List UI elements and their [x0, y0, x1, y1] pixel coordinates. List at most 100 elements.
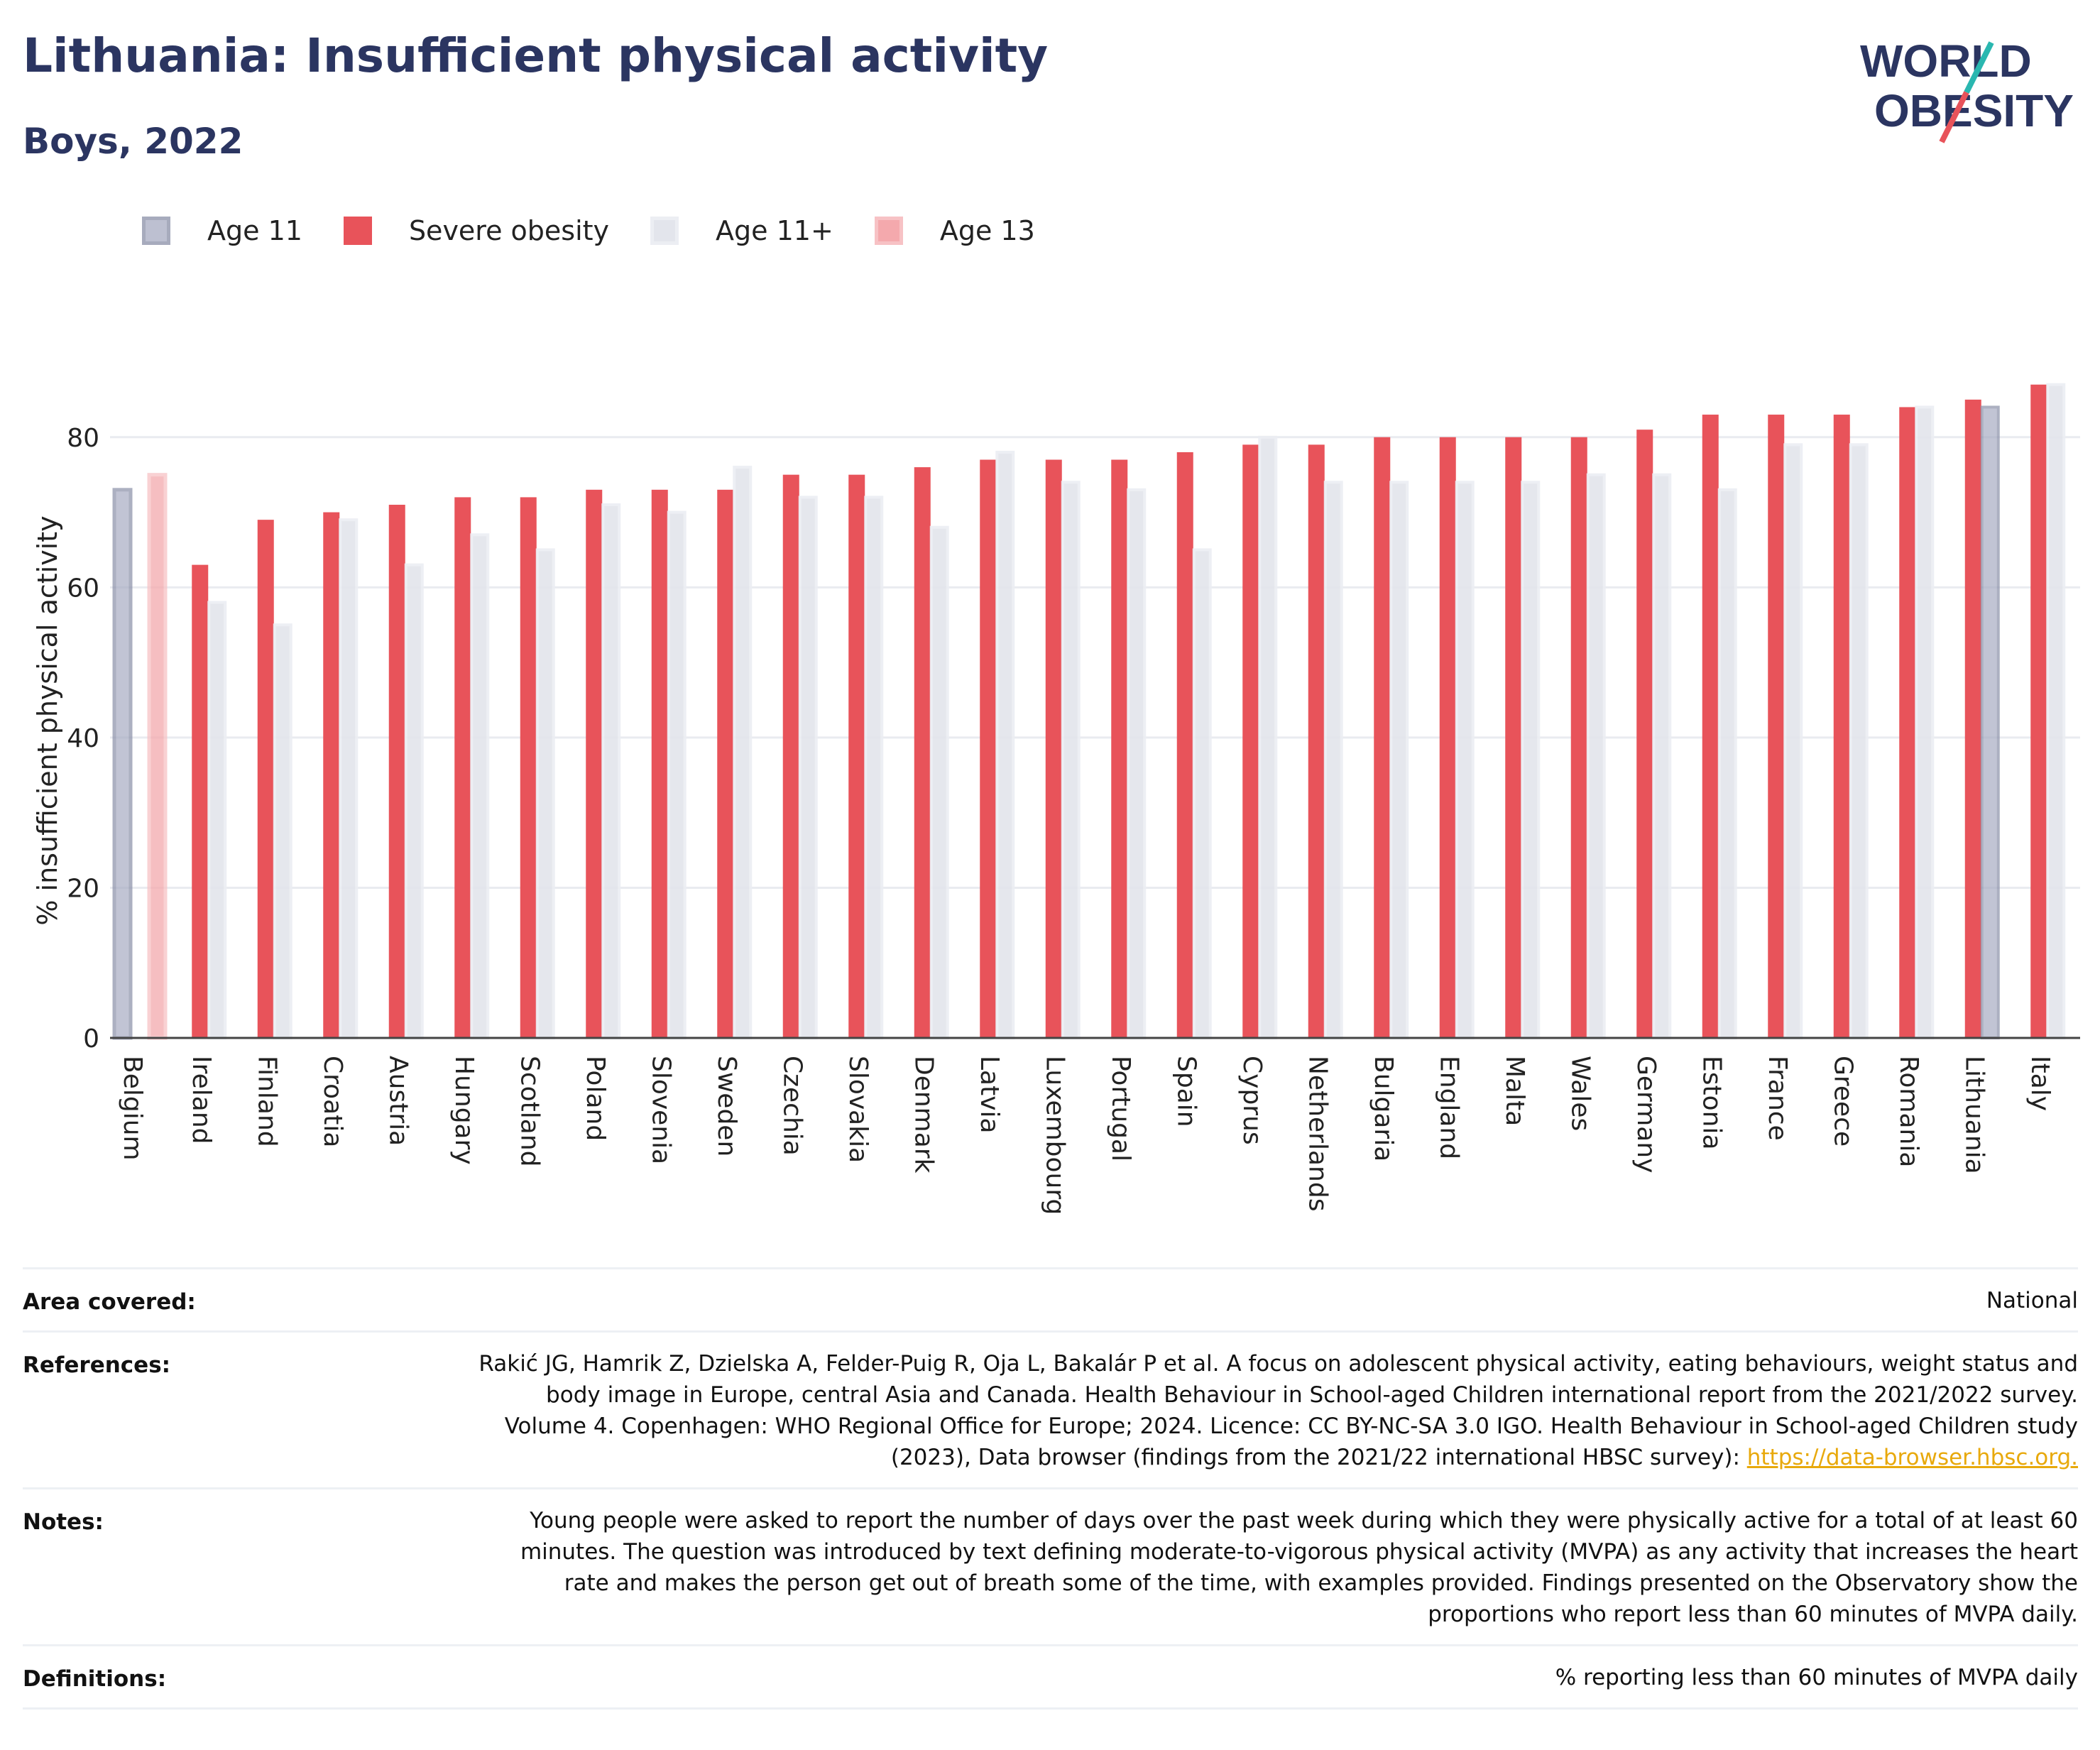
x-tick-label: Slovakia [843, 1056, 873, 1163]
bar-age11plus [404, 563, 424, 1040]
x-tick-label: Ireland [187, 1056, 216, 1144]
y-tick-label: 20 [67, 874, 99, 903]
logo-slash-red [1939, 91, 1969, 143]
y-tick-label: 60 [67, 574, 99, 603]
x-tick-label: France [1763, 1056, 1792, 1141]
x-tick-label: Lithuania [1959, 1056, 1989, 1174]
info-value-references: Rakić JG, Hamrik Z, Dzielska A, Felder-P… [477, 1333, 2078, 1487]
chart-subtitle: Boys, 2022 [23, 121, 244, 162]
y-axis-label: % insufficient physical activity [32, 515, 63, 925]
bar-severe [1242, 444, 1259, 1038]
bar-severe [1636, 430, 1653, 1038]
bar-age11plus [273, 623, 292, 1039]
x-tick-label: Czechia [777, 1056, 806, 1156]
bar-severe [1439, 437, 1456, 1038]
bar-severe [1308, 444, 1325, 1038]
bar-age11plus [667, 510, 687, 1039]
legend-item-age-13[interactable]: Age 13 [874, 215, 1035, 246]
legend-item-severe-obesity[interactable]: Severe obesity [343, 215, 609, 246]
x-tick-label: Germany [1631, 1056, 1661, 1173]
legend-item-age-11-plus[interactable]: Age 11+ [650, 215, 833, 246]
chart-title: Lithuania: Insufficient physical activit… [23, 28, 1049, 83]
x-tick-label: Sweden [712, 1056, 741, 1156]
bars-layer [112, 383, 2066, 1040]
bar-age11plus [929, 525, 949, 1039]
bar-age11plus [1915, 405, 1935, 1039]
info-value-definitions: % reporting less than 60 minutes of MVPA… [1555, 1665, 2078, 1690]
x-tick-label: Greece [1828, 1056, 1857, 1147]
legend-item-age-11[interactable]: Age 11 [142, 215, 302, 246]
bar-age11plus [995, 450, 1015, 1039]
world-obesity-logo: WORLD OBESITY [1860, 35, 2074, 143]
bar-severe [323, 512, 340, 1038]
bar-severe [914, 467, 931, 1038]
info-table: Area covered: National References: Rakić… [23, 1267, 2078, 1710]
bar-age11plus [470, 533, 490, 1039]
info-key-definitions: Definitions: [23, 1666, 167, 1692]
bar-age11plus [1652, 473, 1672, 1039]
bar-age11plus [1586, 473, 1606, 1039]
info-key-references: References: [23, 1352, 171, 1378]
bar-severe [454, 497, 471, 1038]
x-tick-label: England [1434, 1056, 1463, 1159]
legend-label-age-11-plus: Age 11+ [716, 215, 833, 246]
info-row-area-covered: Area covered: National [23, 1267, 2078, 1330]
bar-severe [1570, 437, 1587, 1038]
bar-age11plus [1717, 488, 1737, 1040]
axis-layer: 0 20 40 60 80 Belgium Ireland Finland Croatia Aus… [67, 424, 2080, 1215]
legend-swatch-age-11-plus [650, 217, 679, 245]
bar-severe [1505, 437, 1522, 1038]
bar-age13 [147, 473, 168, 1040]
bar-severe [1111, 459, 1128, 1038]
bar-age11plus [601, 503, 621, 1039]
legend-swatch-age-13 [874, 217, 903, 245]
x-tick-label: Scotland [515, 1056, 544, 1167]
bar-age11plus [1783, 443, 1803, 1040]
x-tick-label: Malta [1500, 1056, 1529, 1126]
bar-age11plus [1127, 488, 1147, 1040]
bar-severe [388, 504, 405, 1038]
x-tick-label: Netherlands [1303, 1056, 1332, 1211]
legend-label-age-13: Age 13 [939, 215, 1035, 246]
info-row-definitions: Definitions: % reporting less than 60 mi… [23, 1644, 2078, 1710]
legend-swatch-severe-obesity [343, 217, 372, 245]
bar-severe [1045, 459, 1062, 1038]
bar-severe [1899, 407, 1916, 1038]
bar-severe [1374, 437, 1391, 1038]
info-value-area-covered: National [1986, 1288, 2078, 1313]
bar-age11plus [1258, 435, 1278, 1039]
bar-severe [782, 474, 799, 1038]
bar-age11plus [1192, 548, 1212, 1039]
bar-age11plus [535, 548, 555, 1039]
grid-layer [110, 436, 2080, 889]
bar-age11plus [798, 496, 818, 1039]
bar-age11plus [1455, 481, 1475, 1039]
bar-chart: 0 20 40 60 80 Belgium Ireland Finland Croatia Aus… [32, 383, 2080, 1215]
x-tick-label: Denmark [909, 1056, 938, 1174]
hbsc-data-browser-link[interactable]: https://data-browser.hbsc.org. [1746, 1445, 2078, 1470]
x-tick-label: Wales [1565, 1056, 1595, 1131]
x-tick-label: Bulgaria [1369, 1056, 1398, 1161]
x-tick-label: Luxembourg [1040, 1056, 1069, 1215]
x-tick-label: Belgium [118, 1056, 147, 1161]
x-tick-label: Poland [581, 1056, 610, 1141]
logo-text-world: WORLD [1860, 35, 2032, 87]
bar-severe [257, 520, 274, 1038]
bar-severe [980, 459, 997, 1038]
x-tick-label: Estonia [1697, 1056, 1726, 1150]
bar-severe [1702, 415, 1719, 1038]
x-tick-label: Portugal [1106, 1056, 1135, 1161]
bar-age11plus [339, 518, 359, 1039]
bar-age11 [1980, 405, 2000, 1039]
info-value-notes: Young people were asked to report the nu… [520, 1508, 2078, 1627]
bar-age11plus [733, 466, 753, 1040]
bar-severe [1176, 452, 1193, 1038]
legend-swatch-age-11 [142, 217, 170, 245]
x-tick-label: Spain [1171, 1056, 1201, 1127]
chart-legend: Age 11 Severe obesity Age 11+ Age 13 [142, 209, 1076, 252]
bar-severe [586, 489, 603, 1038]
x-tick-label: Cyprus [1237, 1056, 1267, 1145]
x-tick-label: Italy [2025, 1056, 2055, 1111]
bar-age11plus [207, 601, 227, 1039]
x-tick-label: Austria [383, 1056, 412, 1146]
